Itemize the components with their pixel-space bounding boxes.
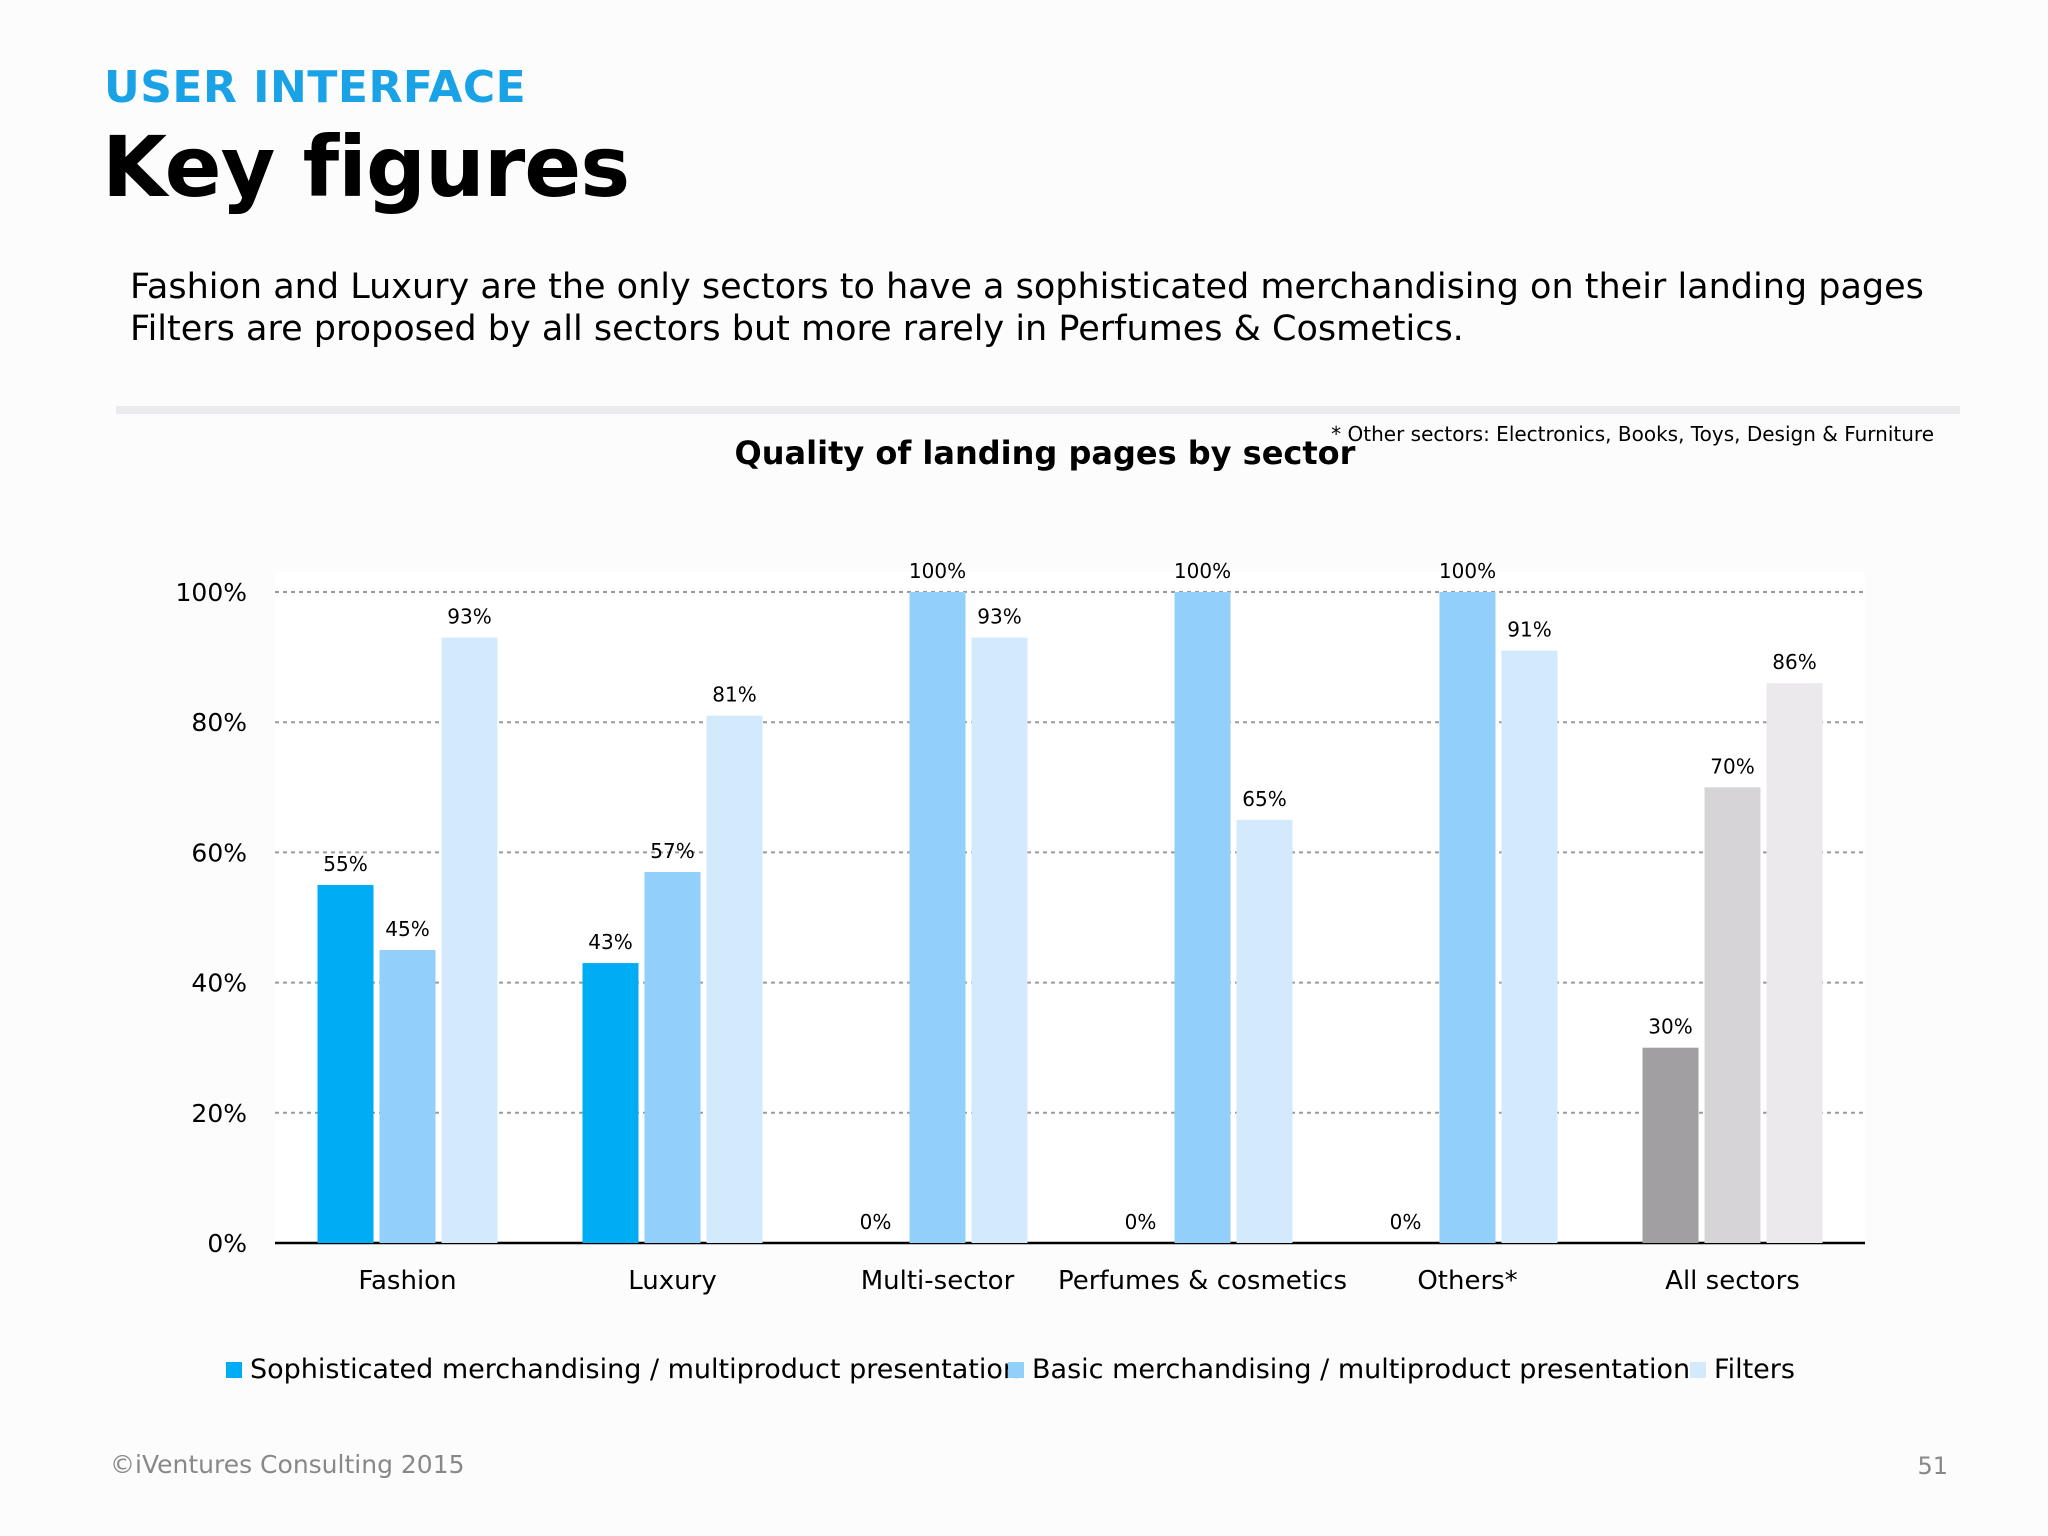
bar bbox=[441, 637, 498, 1243]
y-tick-label: 40% bbox=[191, 969, 247, 998]
summary-text: Fashion and Luxury are the only sectors … bbox=[130, 266, 1924, 350]
chart-title: Quality of landing pages by sector bbox=[734, 434, 1356, 472]
page-title: Key figures bbox=[102, 118, 630, 216]
bar bbox=[1439, 592, 1496, 1243]
bar-value-label: 30% bbox=[1648, 1015, 1692, 1039]
legend-swatch-filters bbox=[1690, 1361, 1706, 1378]
bar-value-label: 70% bbox=[1710, 754, 1754, 778]
y-tick-label: 60% bbox=[191, 838, 247, 867]
bar-value-label: 43% bbox=[588, 930, 632, 954]
x-category-label: Perfumes & cosmetics bbox=[1058, 1266, 1347, 1296]
bar bbox=[379, 950, 436, 1243]
legend-swatch-sophisticated bbox=[226, 1361, 242, 1378]
bar-value-label: 91% bbox=[1507, 618, 1551, 642]
summary-line-1: Fashion and Luxury are the only sectors … bbox=[130, 267, 1924, 307]
bar-value-label: 81% bbox=[712, 683, 756, 707]
bar bbox=[317, 884, 374, 1243]
summary-line-2: Filters are proposed by all sectors but … bbox=[130, 309, 1464, 349]
chart-legend: Sophisticated merchandising / multiprodu… bbox=[0, 1354, 2048, 1394]
bar-value-label: 100% bbox=[909, 559, 966, 583]
bar-value-label: 0% bbox=[860, 1210, 892, 1234]
bar-value-label: 0% bbox=[1390, 1210, 1422, 1234]
section-label: USER INTERFACE bbox=[104, 62, 527, 113]
y-tick-label: 0% bbox=[207, 1229, 247, 1258]
copyright: ©iVentures Consulting 2015 bbox=[110, 1450, 465, 1479]
page-number: 51 bbox=[1917, 1452, 1948, 1480]
bar bbox=[971, 637, 1028, 1243]
bar bbox=[1174, 592, 1231, 1243]
x-category-label: Fashion bbox=[358, 1266, 456, 1296]
bar-value-label: 55% bbox=[323, 852, 367, 876]
legend-label-sophisticated: Sophisticated merchandising / multiprodu… bbox=[250, 1354, 1020, 1385]
legend-item-basic: Basic merchandising / multiproduct prese… bbox=[1008, 1354, 1690, 1385]
section-divider bbox=[116, 406, 1960, 414]
x-category-label: Others* bbox=[1417, 1266, 1517, 1296]
legend-item-filters: Filters bbox=[1690, 1354, 1795, 1385]
bar-value-label: 86% bbox=[1772, 650, 1816, 674]
chart-footnote: * Other sectors: Electronics, Books, Toy… bbox=[1331, 422, 1934, 446]
plot-area bbox=[275, 572, 1865, 1243]
bar-value-label: 45% bbox=[385, 917, 429, 941]
x-category-label: All sectors bbox=[1665, 1266, 1800, 1296]
bar-value-label: 93% bbox=[977, 605, 1021, 629]
bar bbox=[909, 592, 966, 1243]
bar-value-label: 57% bbox=[650, 839, 694, 863]
legend-swatch-basic bbox=[1008, 1361, 1024, 1378]
bar bbox=[1236, 819, 1293, 1243]
x-category-label: Luxury bbox=[628, 1266, 716, 1296]
y-tick-label: 100% bbox=[176, 578, 247, 607]
y-tick-label: 20% bbox=[191, 1099, 247, 1128]
bar-value-label: 0% bbox=[1125, 1210, 1157, 1234]
bar bbox=[582, 963, 639, 1243]
bar bbox=[1642, 1047, 1699, 1243]
legend-item-sophisticated: Sophisticated merchandising / multiprodu… bbox=[226, 1354, 1020, 1385]
legend-label-filters: Filters bbox=[1714, 1354, 1795, 1385]
bar-value-label: 100% bbox=[1174, 559, 1231, 583]
bar bbox=[1704, 787, 1761, 1243]
legend-label-basic: Basic merchandising / multiproduct prese… bbox=[1032, 1354, 1691, 1385]
bar-value-label: 100% bbox=[1439, 559, 1496, 583]
bar bbox=[644, 871, 701, 1243]
y-tick-label: 80% bbox=[191, 708, 247, 737]
x-category-label: Multi-sector bbox=[861, 1266, 1015, 1296]
bar bbox=[1766, 683, 1823, 1243]
bar bbox=[1501, 650, 1558, 1243]
bar-value-label: 65% bbox=[1242, 787, 1286, 811]
bar-value-label: 93% bbox=[447, 605, 491, 629]
bar bbox=[706, 715, 763, 1243]
